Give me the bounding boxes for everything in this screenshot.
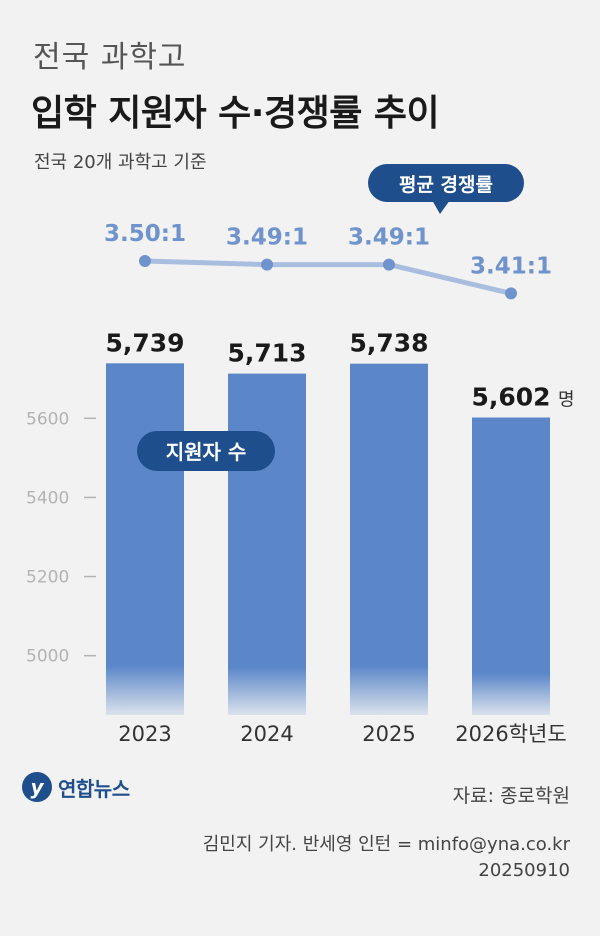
y-tick-label: 5200 xyxy=(26,568,69,588)
rate-value-label: 3.49:1 xyxy=(226,225,308,251)
bar-value-label: 5,713 xyxy=(227,339,306,368)
category-label: 2026학년도 xyxy=(455,722,566,746)
y-tick-label: 5000 xyxy=(26,647,69,667)
y-tick-label: 5400 xyxy=(26,488,69,508)
source-note: 자료: 종로학원 xyxy=(452,785,570,807)
category-label: 2024 xyxy=(240,722,293,746)
subtitle: 전국 과학고 xyxy=(33,40,187,75)
rate-value-label: 3.50:1 xyxy=(104,221,186,247)
basis-note: 전국 20개 과학고 기준 xyxy=(34,152,207,173)
rate-point xyxy=(505,287,517,300)
bar xyxy=(350,363,428,715)
rate-badge-label: 평균 경쟁률 xyxy=(399,174,493,196)
category-label: 2025 xyxy=(362,722,415,746)
applicants-badge-label: 지원자 수 xyxy=(166,440,247,464)
credit-line: 김민지 기자. 반세영 인턴 = minfo@yna.co.kr xyxy=(202,834,570,855)
bar-value-label: 5,739 xyxy=(105,328,184,357)
rate-badge-tail xyxy=(432,200,450,214)
rate-value-label: 3.41:1 xyxy=(470,253,552,279)
credit-note: 김민지 기자. 반세영 인턴 = minfo@yna.co.kr 2025091… xyxy=(203,832,570,884)
rate-badge-bg xyxy=(368,164,524,202)
chart-title: 입학 지원자 수·경쟁률 추이 xyxy=(31,93,440,134)
y-tick-label: 5600 xyxy=(26,409,69,429)
logo-icon: y xyxy=(22,772,52,802)
rate-point xyxy=(383,258,395,271)
rate-value-label: 3.49:1 xyxy=(348,225,430,251)
rate-point xyxy=(139,255,151,267)
rate-line xyxy=(144,258,512,296)
rate-point xyxy=(261,258,273,271)
bar-value-label: 5,738 xyxy=(349,329,428,358)
date-line: 20250910 xyxy=(478,860,570,881)
logo-text: 연합뉴스 xyxy=(58,776,130,801)
chart: 5000 5200 5400 5600 5,739 2023 5,713 2024 5,738… xyxy=(26,164,575,746)
yonhap-logo: y 연합뉴스 xyxy=(22,772,130,802)
unit-label: 명 xyxy=(558,390,575,411)
applicants-badge-bg xyxy=(137,431,275,471)
bar xyxy=(472,417,550,715)
bar-value-label: 5,602 xyxy=(471,383,550,412)
category-label: 2023 xyxy=(118,722,171,746)
bar xyxy=(106,363,184,715)
bar xyxy=(228,373,306,715)
